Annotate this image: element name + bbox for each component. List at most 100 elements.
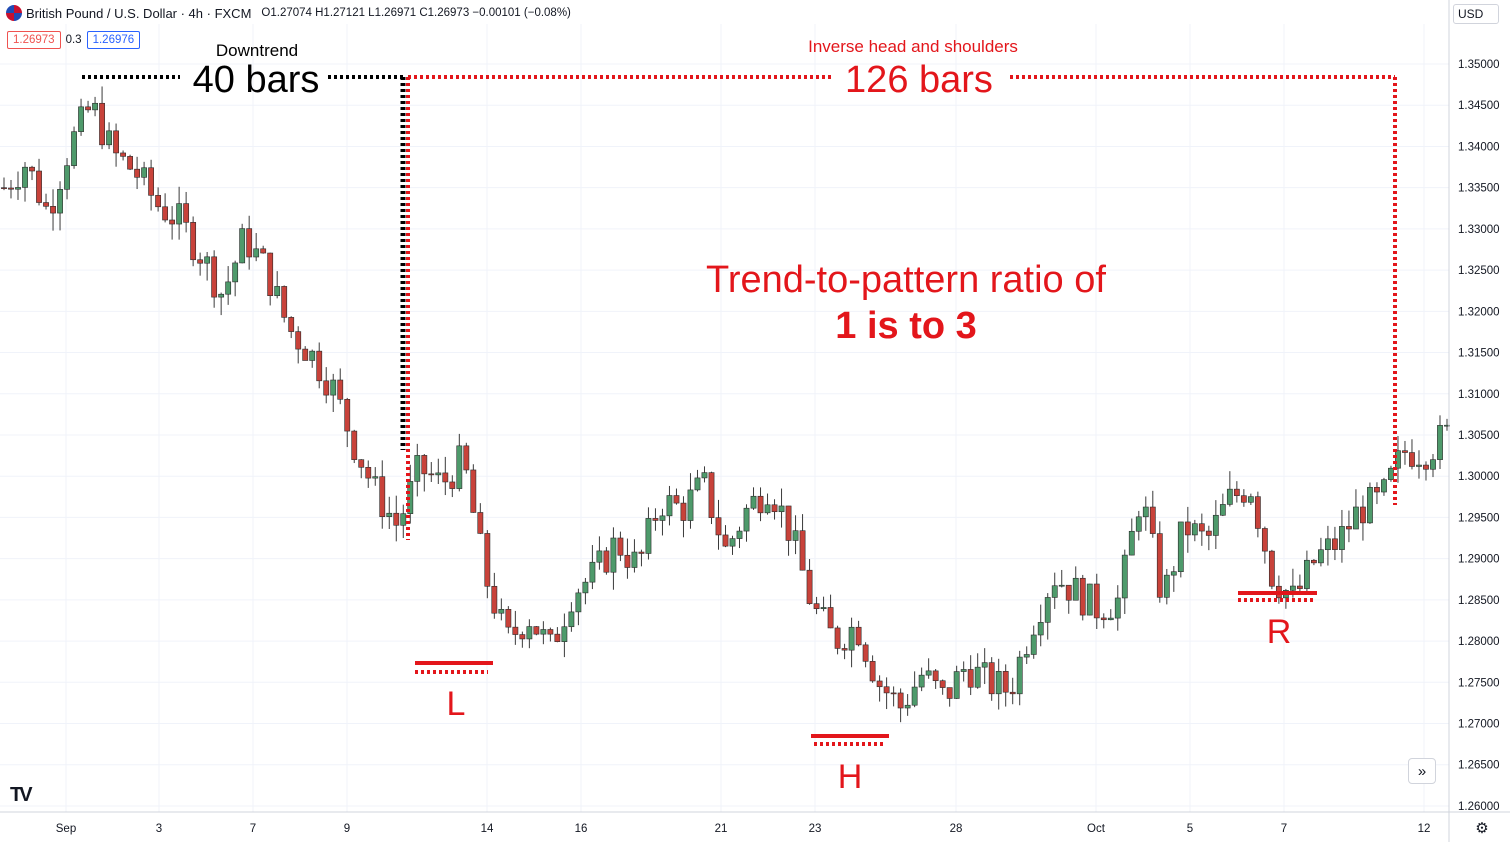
candle: [470, 464, 477, 513]
price-axis[interactable]: 1.35000 1.34500 1.34000 1.33500 1.33000 1.325…: [1448, 0, 1500, 842]
candle: [1437, 415, 1443, 469]
candle: [575, 588, 582, 626]
candle: [190, 216, 197, 267]
candle: [603, 547, 610, 575]
candle: [1254, 491, 1261, 538]
currency-selector[interactable]: USD: [1453, 4, 1499, 24]
right-shoulder-label: R: [1267, 613, 1292, 651]
sell-button[interactable]: 1.26973: [7, 31, 61, 49]
candle: [638, 549, 645, 567]
candle: [260, 245, 267, 254]
candle: [379, 460, 386, 529]
candle: [197, 252, 204, 276]
candle: [1002, 664, 1009, 707]
y-tick-label: 1.31500: [1458, 348, 1500, 360]
candle: [309, 349, 316, 368]
candle: [1416, 450, 1422, 479]
candle: [680, 496, 687, 538]
candle: [855, 620, 862, 647]
candle: [883, 677, 890, 710]
candle: [834, 625, 841, 655]
candlesticks: [1, 86, 1450, 723]
candle: [540, 621, 547, 645]
candle: [1107, 609, 1114, 621]
candle: [1402, 440, 1408, 465]
candle: [1311, 559, 1317, 566]
candle: [729, 535, 736, 555]
candle: [484, 530, 491, 599]
gear-icon: ⚙: [1475, 820, 1489, 837]
candle: [1430, 454, 1436, 478]
candle: [1240, 489, 1247, 507]
candle: [1009, 677, 1016, 705]
candle: [253, 233, 260, 262]
candle: [659, 508, 666, 536]
y-tick-label: 1.33000: [1458, 224, 1500, 236]
candle: [1268, 549, 1275, 590]
chart-settings-button[interactable]: ⚙: [1473, 819, 1491, 837]
grid: [0, 24, 1449, 812]
candle: [918, 667, 925, 692]
candle: [1409, 439, 1415, 470]
candle: [498, 598, 505, 621]
candle: [134, 156, 140, 190]
x-tick-label: 3: [156, 823, 162, 835]
candle: [456, 433, 463, 492]
candle: [106, 122, 112, 150]
candle: [1325, 525, 1331, 566]
candle: [295, 326, 302, 364]
symbol-title[interactable]: British Pound / U.S. Dollar · 4h · FXCM: [26, 5, 252, 21]
candle: [1304, 550, 1310, 594]
candle: [428, 462, 435, 482]
candle: [848, 617, 855, 668]
candle: [169, 206, 176, 240]
candle: [820, 596, 827, 612]
y-tick-label: 1.28500: [1458, 595, 1500, 607]
x-tick-label: Sep: [56, 823, 76, 835]
candle: [904, 694, 911, 716]
x-tick-label: 16: [575, 823, 588, 835]
time-axis[interactable]: Sep 3 7 9 14 16 21 23 28 Oct 5 7 12: [0, 811, 1510, 835]
candle: [687, 473, 694, 529]
candle: [694, 469, 701, 492]
candle: [561, 613, 568, 658]
candle: [400, 504, 407, 539]
candle: [666, 485, 673, 526]
candle: [547, 627, 554, 642]
x-tick-label: 12: [1418, 823, 1431, 835]
y-tick-label: 1.32500: [1458, 265, 1500, 277]
candle: [827, 594, 834, 629]
candle: [435, 458, 442, 484]
candle: [246, 215, 253, 270]
buy-button[interactable]: 1.26976: [86, 31, 141, 49]
candle: [1023, 646, 1030, 664]
candle: [512, 610, 519, 645]
candle: [1367, 482, 1373, 524]
candle: [813, 596, 820, 615]
candle: [701, 466, 708, 483]
candle: [988, 657, 995, 701]
candle: [302, 346, 309, 361]
candle: [554, 627, 561, 643]
candle: [204, 251, 211, 281]
scroll-to-realtime-button[interactable]: »: [1408, 758, 1436, 784]
candle: [1149, 490, 1156, 538]
candle: [568, 602, 575, 632]
candle: [183, 191, 190, 233]
candle: [785, 505, 792, 556]
candle: [722, 525, 729, 548]
tradingview-logo-icon[interactable]: TV: [10, 784, 32, 806]
candle: [960, 661, 967, 682]
candle: [1247, 493, 1254, 505]
y-tick-label: 1.29500: [1458, 512, 1500, 524]
candle: [218, 292, 225, 316]
candle: [617, 531, 624, 562]
candle: [141, 161, 147, 186]
x-tick-label: 5: [1187, 823, 1193, 835]
x-tick-label: Oct: [1087, 823, 1106, 835]
candle: [365, 460, 372, 488]
candle: [505, 606, 512, 634]
left-shoulder-label: L: [447, 685, 466, 723]
candle: [610, 527, 617, 590]
